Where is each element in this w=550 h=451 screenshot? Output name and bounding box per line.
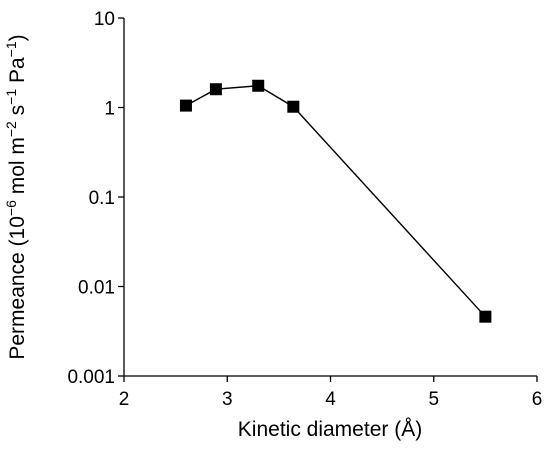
y-title-suffix: ) <box>6 34 29 41</box>
x-tick-label: 2 <box>119 389 130 410</box>
y-title-mid3: Pa <box>6 57 29 89</box>
y-title-mid1: mol m <box>6 137 29 200</box>
x-axis-title: Kinetic diameter (Å) <box>238 418 422 441</box>
data-point-marker <box>209 83 222 96</box>
x-tick-label: 5 <box>428 389 439 410</box>
series-line <box>185 85 486 318</box>
data-point-marker <box>252 79 265 92</box>
y-title-mid2: s <box>6 105 29 121</box>
y-title-exp4: −1 <box>3 41 19 57</box>
y-tick-label: 0.001 <box>67 367 115 388</box>
data-point-marker <box>479 310 492 323</box>
y-axis-title: Permeance (10−6 mol m−2 s−1 Pa−1) <box>3 34 29 359</box>
y-title-prefix: Permeance (10 <box>6 216 29 360</box>
tick-labels: 0.001 0.01 0.1 1 10 2 3 4 5 6 <box>67 9 542 410</box>
y-tick-label: 10 <box>94 9 115 30</box>
data-point-marker <box>179 99 192 112</box>
y-tick-label: 1 <box>104 99 115 120</box>
data-point-marker <box>287 100 300 113</box>
y-title-exp2: −2 <box>3 121 19 137</box>
y-title-exp3: −1 <box>3 89 19 105</box>
x-tick-label: 6 <box>532 389 543 410</box>
data-series <box>179 79 492 323</box>
x-tick-label: 4 <box>325 389 336 410</box>
x-tick-label: 3 <box>222 389 233 410</box>
axes <box>118 17 538 382</box>
y-title-exp1: −6 <box>3 200 19 216</box>
y-tick-label: 0.1 <box>89 188 115 209</box>
y-tick-label: 0.01 <box>78 278 115 299</box>
